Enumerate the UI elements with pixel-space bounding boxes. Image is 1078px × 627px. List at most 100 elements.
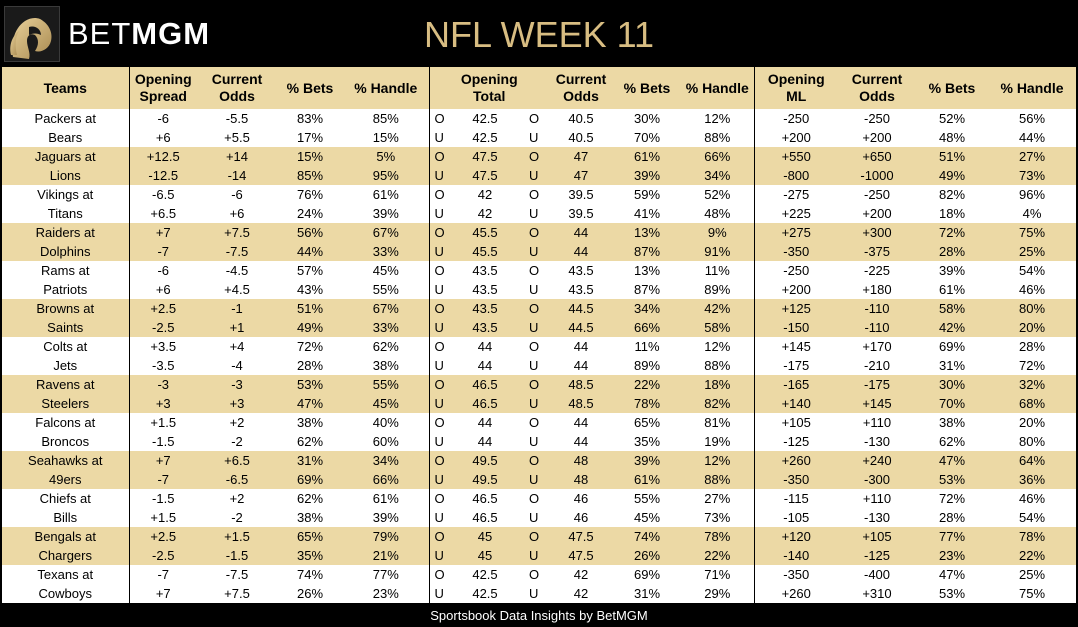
current-total-cell: 44 xyxy=(549,412,613,432)
ml-bets-cell: 58% xyxy=(916,298,988,318)
total-handle-cell: 66% xyxy=(681,146,755,166)
col-opening-spread: Opening Spread xyxy=(129,67,197,109)
total-bets-cell: 34% xyxy=(613,298,681,318)
opening-total-cell: 45.5 xyxy=(451,241,519,261)
spread-bets-cell: 74% xyxy=(277,564,343,584)
table-row: Steelers +3 +3 47% 45% U 46.5 U 48.5 78% 82% +140 +1… xyxy=(2,393,1076,413)
ml-handle-cell: 22% xyxy=(988,545,1076,565)
ml-handle-cell: 56% xyxy=(988,108,1076,128)
total-handle-cell: 78% xyxy=(681,526,755,546)
total-handle-cell: 81% xyxy=(681,412,755,432)
table-row: Titans +6.5 +6 24% 39% U 42 U 39.5 41% 48% +225 +200… xyxy=(2,203,1076,223)
current-ml-cell: -1000 xyxy=(838,165,916,185)
total-bets-cell: 11% xyxy=(613,336,681,356)
opening-total-cell: 43.5 xyxy=(451,298,519,318)
current-ou-cell: O xyxy=(519,374,549,394)
ml-bets-cell: 18% xyxy=(916,203,988,223)
current-total-cell: 46 xyxy=(549,488,613,508)
opening-spread-cell: -2.5 xyxy=(129,545,197,565)
table-row: Patriots +6 +4.5 43% 55% U 43.5 U 43.5 87% 89% +200… xyxy=(2,279,1076,299)
opening-total-cell: 45 xyxy=(451,545,519,565)
opening-ml-cell: -800 xyxy=(754,165,838,185)
opening-ml-cell: -175 xyxy=(754,355,838,375)
header: BETMGM NFL WEEK 11 xyxy=(0,0,1078,67)
current-ou-cell: O xyxy=(519,222,549,242)
spread-bets-cell: 31% xyxy=(277,450,343,470)
total-bets-cell: 61% xyxy=(613,146,681,166)
current-total-cell: 43.5 xyxy=(549,279,613,299)
opening-total-cell: 47.5 xyxy=(451,165,519,185)
current-ml-cell: +110 xyxy=(838,488,916,508)
current-total-cell: 44 xyxy=(549,222,613,242)
current-ou-cell: U xyxy=(519,469,549,489)
opening-spread-cell: -7 xyxy=(129,241,197,261)
spread-bets-cell: 15% xyxy=(277,146,343,166)
current-ou-cell: U xyxy=(519,507,549,527)
total-bets-cell: 41% xyxy=(613,203,681,223)
current-total-cell: 42 xyxy=(549,583,613,603)
spread-bets-cell: 51% xyxy=(277,298,343,318)
current-ml-cell: +650 xyxy=(838,146,916,166)
current-spread-cell: -2 xyxy=(197,431,277,451)
spread-bets-cell: 53% xyxy=(277,374,343,394)
opening-spread-cell: +2.5 xyxy=(129,526,197,546)
ml-handle-cell: 20% xyxy=(988,412,1076,432)
opening-spread-cell: +6.5 xyxy=(129,203,197,223)
current-ml-cell: +170 xyxy=(838,336,916,356)
ml-bets-cell: 70% xyxy=(916,393,988,413)
opening-spread-cell: +2.5 xyxy=(129,298,197,318)
col-teams: Teams xyxy=(2,67,130,109)
ml-bets-cell: 28% xyxy=(916,507,988,527)
opening-ml-cell: +140 xyxy=(754,393,838,413)
spread-handle-cell: 33% xyxy=(343,241,430,261)
table-row: Rams at -6 -4.5 57% 45% O 43.5 O 43.5 13% 11% -250-… xyxy=(2,260,1076,280)
ml-handle-cell: 20% xyxy=(988,317,1076,337)
opening-total-cell: 42.5 xyxy=(451,127,519,147)
total-handle-cell: 12% xyxy=(681,336,755,356)
current-ml-cell: -110 xyxy=(838,317,916,337)
spread-bets-cell: 85% xyxy=(277,165,343,185)
page-title-text: NFL WEEK 11 xyxy=(423,14,655,55)
ml-bets-cell: 28% xyxy=(916,241,988,261)
footer: Sportsbook Data Insights by BetMGM xyxy=(0,605,1078,627)
current-ml-cell: +310 xyxy=(838,583,916,603)
current-ml-cell: +145 xyxy=(838,393,916,413)
spread-bets-cell: 47% xyxy=(277,393,343,413)
current-ou-cell: O xyxy=(519,450,549,470)
opening-total-cell: 44 xyxy=(451,355,519,375)
ml-handle-cell: 75% xyxy=(988,583,1076,603)
spread-handle-cell: 66% xyxy=(343,469,430,489)
opening-ou-cell: U xyxy=(429,279,451,299)
current-spread-cell: -4.5 xyxy=(197,260,277,280)
table-row: Vikings at -6.5 -6 76% 61% O 42 O 39.5 59% 52% -275… xyxy=(2,184,1076,204)
spread-bets-cell: 28% xyxy=(277,355,343,375)
current-total-cell: 47 xyxy=(549,165,613,185)
ml-handle-cell: 27% xyxy=(988,146,1076,166)
spread-bets-cell: 44% xyxy=(277,241,343,261)
current-ml-cell: +300 xyxy=(838,222,916,242)
ml-bets-cell: 61% xyxy=(916,279,988,299)
team-cell: Titans xyxy=(2,203,130,223)
table-row: 49ers -7 -6.5 69% 66% U 49.5 U 48 61% 88% -350 -300 5… xyxy=(2,469,1076,489)
brand-light: BET xyxy=(68,16,132,51)
current-total-cell: 42 xyxy=(549,564,613,584)
current-ml-cell: -225 xyxy=(838,260,916,280)
total-bets-cell: 39% xyxy=(613,165,681,185)
ml-handle-cell: 46% xyxy=(988,279,1076,299)
current-spread-cell: +6.5 xyxy=(197,450,277,470)
spread-handle-cell: 45% xyxy=(343,393,430,413)
team-cell: Falcons at xyxy=(2,412,130,432)
brand-wordmark: BETMGM xyxy=(68,16,210,52)
opening-total-cell: 46.5 xyxy=(451,507,519,527)
current-spread-cell: -1 xyxy=(197,298,277,318)
opening-ml-cell: +105 xyxy=(754,412,838,432)
current-spread-cell: +6 xyxy=(197,203,277,223)
current-ml-cell: -375 xyxy=(838,241,916,261)
team-cell: Jets xyxy=(2,355,130,375)
current-ml-cell: -210 xyxy=(838,355,916,375)
team-cell: Browns at xyxy=(2,298,130,318)
col-pct-handle-total: % Handle xyxy=(681,67,755,109)
ml-bets-cell: 39% xyxy=(916,260,988,280)
current-ou-cell: O xyxy=(519,146,549,166)
total-bets-cell: 55% xyxy=(613,488,681,508)
